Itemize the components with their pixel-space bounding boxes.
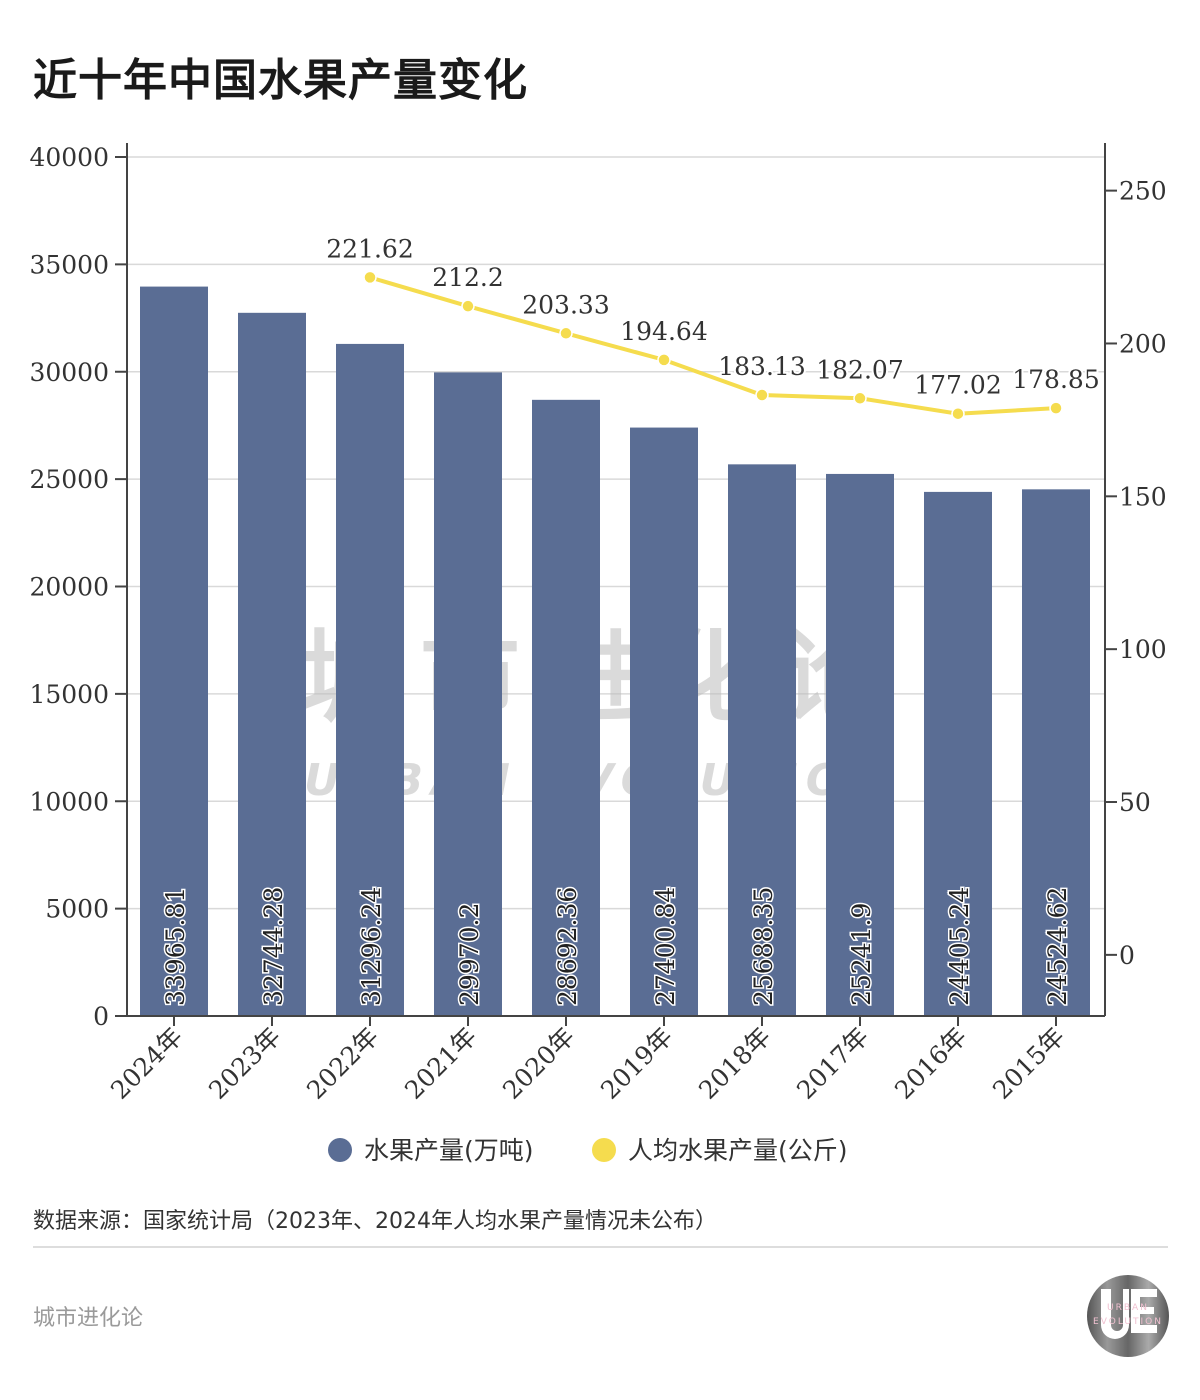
bar — [728, 464, 796, 1017]
line-data-label: 177.02 — [914, 371, 1001, 400]
logo-text-2: EVOLUTION — [1093, 1317, 1163, 1327]
line-point — [461, 299, 475, 313]
line-point — [559, 326, 573, 341]
bar — [336, 343, 404, 1017]
x-tick-label: 2023年 — [203, 1022, 286, 1105]
y-left-tick-label: 35000 — [29, 250, 109, 279]
line-point — [363, 270, 377, 285]
line-point — [755, 388, 769, 402]
x-tick-label: 2016年 — [889, 1022, 972, 1105]
x-tick-label: 2020年 — [497, 1022, 580, 1105]
y-left-tick-label: 10000 — [29, 787, 109, 816]
x-tick-label: 2015年 — [987, 1022, 1070, 1105]
line-data-label: 203.33 — [522, 290, 609, 319]
y-left-tick-label: 25000 — [29, 465, 109, 494]
y-right-tick-label: 250 — [1119, 177, 1167, 206]
bar — [826, 473, 894, 1017]
bar-data-label: 25688.35 — [749, 887, 778, 1006]
y-left-tick-label: 20000 — [29, 573, 109, 602]
line-data-label: 212.2 — [432, 263, 504, 292]
logo-letter-e — [1131, 1289, 1157, 1333]
x-tick-label: 2021年 — [399, 1022, 482, 1105]
legend-marker-line — [592, 1138, 616, 1162]
x-tick-label: 2017年 — [791, 1022, 874, 1105]
legend-marker-bar — [328, 1138, 352, 1162]
line-point — [951, 406, 965, 421]
bar-data-label: 27400.84 — [651, 887, 680, 1006]
chart-title: 近十年中国水果产量变化 — [33, 55, 528, 106]
bar — [924, 491, 992, 1016]
data-source-note: 数据来源：国家统计局（2023年、2024年人均水果产量情况未公布） — [33, 1209, 717, 1234]
bar-data-label: 33965.81 — [161, 887, 190, 1006]
bar — [630, 427, 698, 1016]
logo-letter-u — [1101, 1289, 1129, 1339]
line-data-label: 194.64 — [620, 317, 707, 346]
y-left-tick-label: 30000 — [29, 358, 109, 387]
logo-mark — [1101, 1289, 1157, 1339]
bar-data-label: 31296.24 — [357, 887, 386, 1006]
divider — [33, 1246, 1168, 1248]
line-data-label: 183.13 — [718, 352, 805, 381]
y-right-tick-label: 150 — [1119, 482, 1167, 511]
x-tick-label: 2018年 — [693, 1022, 776, 1105]
line-point — [853, 391, 867, 406]
logo-text-1: URBAN — [1107, 1303, 1149, 1313]
line-data-label: 182.07 — [816, 355, 903, 384]
bar-data-label: 25241.9 — [847, 903, 876, 1006]
brand-logo: URBAN EVOLUTION — [1087, 1275, 1169, 1357]
footer-brand: 城市进化论 — [33, 1306, 144, 1331]
line-data-label: 221.62 — [326, 234, 413, 263]
y-left-tick-label: 40000 — [29, 143, 109, 172]
y-right-tick-label: 50 — [1119, 788, 1151, 817]
bar — [434, 372, 502, 1016]
bar — [140, 286, 208, 1016]
line-point — [1049, 401, 1063, 415]
bar-data-label: 29970.2 — [455, 903, 484, 1006]
y-right-tick-label: 200 — [1119, 329, 1167, 358]
x-tick-label: 2019年 — [595, 1022, 678, 1105]
bar — [1022, 489, 1090, 1017]
bar — [532, 399, 600, 1017]
bar-data-label: 24405.24 — [945, 887, 974, 1006]
bar-data-label: 32744.28 — [259, 887, 288, 1006]
line-data-label: 178.85 — [1012, 365, 1099, 394]
line-series — [369, 275, 1057, 416]
y-left-tick-label: 15000 — [29, 680, 109, 709]
bar — [238, 312, 306, 1016]
x-tick-label: 2022年 — [301, 1022, 384, 1105]
y-right-tick-label: 100 — [1119, 635, 1167, 664]
x-tick-label: 2024年 — [105, 1022, 188, 1105]
y-right-tick-label: 0 — [1119, 941, 1135, 970]
bar-data-label: 28692.36 — [553, 887, 582, 1006]
y-left-tick-label: 5000 — [45, 895, 109, 924]
y-left-tick-label: 0 — [93, 1002, 109, 1031]
legend-label-bar: 水果产量(万吨) — [364, 1136, 534, 1165]
legend-label-line: 人均水果产量(公斤) — [628, 1136, 848, 1165]
line-point — [657, 353, 671, 367]
bar-data-label: 24524.62 — [1043, 887, 1072, 1006]
